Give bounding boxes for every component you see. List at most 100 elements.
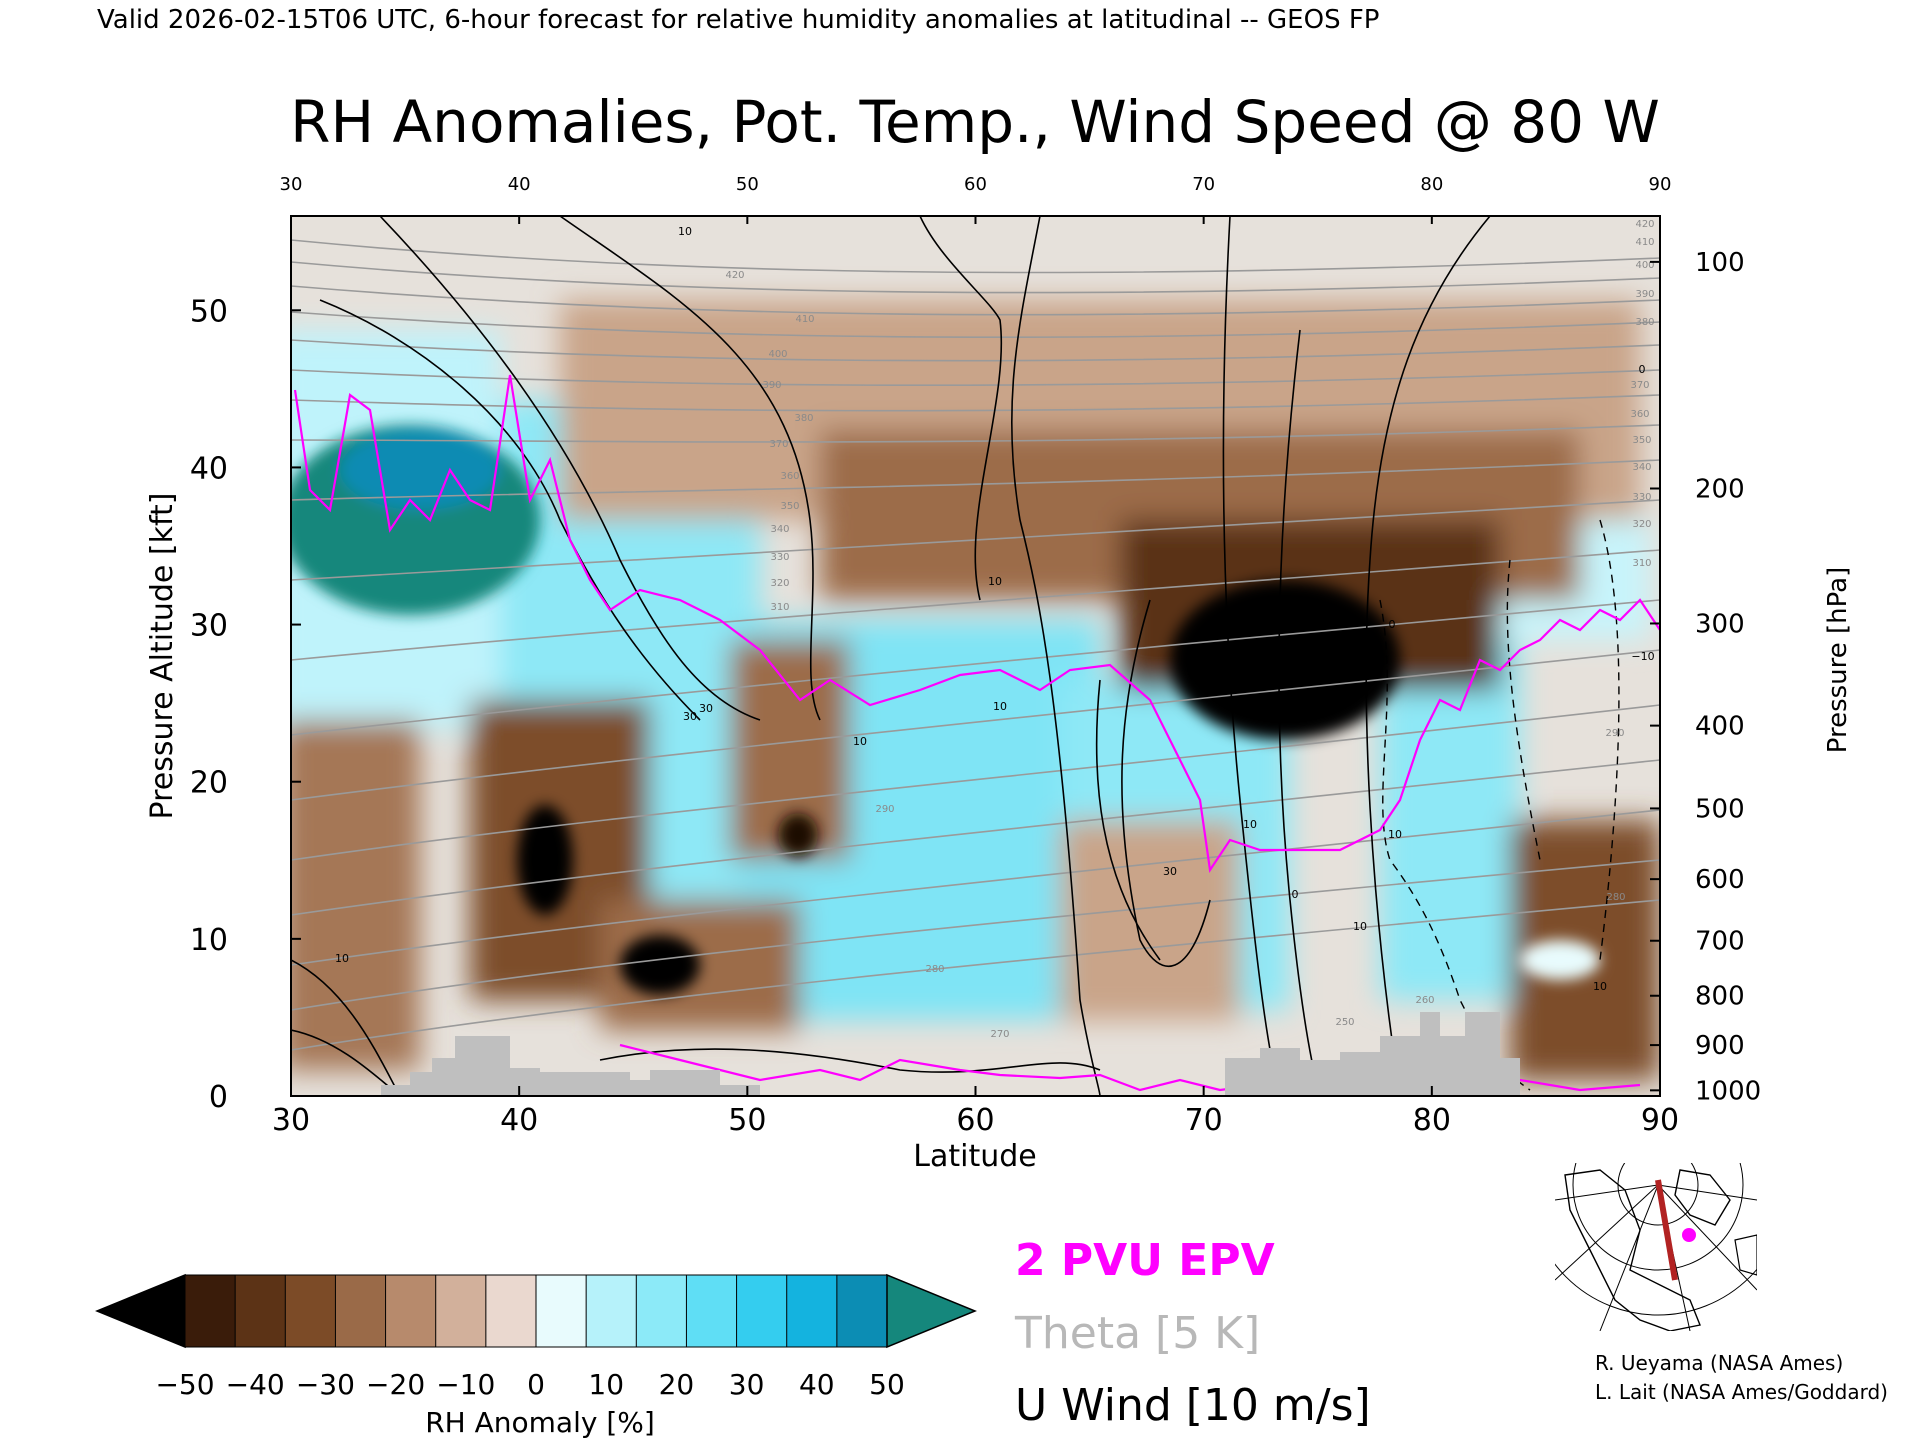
theta-contour-label: 390 bbox=[1635, 289, 1654, 300]
u-wind-contour-label: 0 bbox=[1639, 363, 1646, 376]
colorbar-swatch bbox=[635, 1274, 688, 1348]
y-tick-label: 10 bbox=[190, 923, 228, 958]
credit-line-1: R. Ueyama (NASA Ames) bbox=[1595, 1351, 1843, 1375]
colorbar-swatch bbox=[385, 1274, 437, 1348]
theta-contour-label: 280 bbox=[925, 964, 944, 975]
theta-contour-label: 350 bbox=[780, 501, 799, 512]
x-tick-label: 50 bbox=[728, 1103, 766, 1138]
colorbar-swatch bbox=[284, 1274, 337, 1348]
theta-contour-label: 410 bbox=[795, 314, 814, 325]
theta-contour-label: 370 bbox=[769, 439, 788, 450]
section-line bbox=[1655, 1179, 1678, 1281]
u-wind-contour-label: 10 bbox=[335, 952, 349, 965]
y-tick-label: 40 bbox=[190, 451, 228, 486]
colorbar-tick-label: 20 bbox=[659, 1368, 695, 1401]
u-wind-contour-label: 10 bbox=[1593, 980, 1607, 993]
y-tick-label: 20 bbox=[190, 766, 228, 801]
colorbar-tick-label: 30 bbox=[729, 1368, 765, 1401]
y-axis-right: 1000 900 800 700 600 500 400 300 200 100 bbox=[1650, 248, 1761, 1106]
x-top-tick-label: 80 bbox=[1420, 174, 1443, 195]
theta-contour-label: 330 bbox=[770, 552, 789, 563]
pressure-tick-label: 100 bbox=[1695, 248, 1745, 278]
x-tick-label: 80 bbox=[1413, 1103, 1451, 1138]
colorbar-tick-label: 40 bbox=[799, 1368, 835, 1401]
u-wind-contour-label: 10 bbox=[678, 225, 692, 238]
u-wind-contour-label: 10 bbox=[1353, 920, 1367, 933]
u-wind-contour-label: −10 bbox=[1631, 650, 1654, 663]
pressure-tick-label: 200 bbox=[1695, 474, 1745, 504]
colorbar-swatch bbox=[234, 1274, 287, 1348]
y-tick-label: 50 bbox=[190, 294, 228, 329]
colorbar: −50 −40 −30 −20 −10 0 10 20 30 40 50 bbox=[95, 1273, 977, 1401]
theta-contour-label: 270 bbox=[990, 1029, 1009, 1040]
epv-2pvu-line bbox=[293, 374, 1660, 874]
u-wind-contour-label: 10 bbox=[853, 735, 867, 748]
pressure-tick-label: 600 bbox=[1695, 865, 1745, 895]
location-marker bbox=[1682, 1228, 1696, 1242]
colorbar-swatch bbox=[836, 1274, 888, 1348]
theta-contour-label: 250 bbox=[1335, 1017, 1354, 1028]
chart-title: RH Anomalies, Pot. Temp., Wind Speed @ 8… bbox=[290, 88, 1660, 156]
y-axis-label-right: Pressure [hPa] bbox=[1823, 567, 1853, 754]
x-axis-label: Latitude bbox=[913, 1139, 1036, 1174]
colorbar-tick-label: 50 bbox=[869, 1368, 905, 1401]
plot-area: 10 30 10 10 30 10 0 10 10 0 −10 10 10 30 10 0 420 410 400… bbox=[291, 216, 1660, 1096]
pressure-tick-label: 400 bbox=[1695, 712, 1745, 742]
theta-contour-label: 330 bbox=[1632, 492, 1651, 503]
colorbar-tick-label: −50 bbox=[155, 1368, 214, 1401]
pressure-tick-label: 1000 bbox=[1695, 1076, 1761, 1106]
theta-contour-label: 340 bbox=[1632, 462, 1651, 473]
legend-wind: U Wind [10 m/s] bbox=[1015, 1380, 1371, 1431]
theta-contour-label: 260 bbox=[1415, 995, 1434, 1006]
x-tick-label: 40 bbox=[500, 1103, 538, 1138]
theta-contour-label: 390 bbox=[762, 380, 781, 391]
colorbar-swatch bbox=[786, 1274, 838, 1348]
y-tick-label: 30 bbox=[190, 609, 228, 644]
colorbar-tick-label: −20 bbox=[366, 1368, 425, 1401]
x-top-tick-label: 40 bbox=[508, 174, 531, 195]
theta-contour-label: 310 bbox=[1632, 558, 1651, 569]
theta-contour-label: 310 bbox=[770, 602, 789, 613]
colorbar-high-arrow bbox=[886, 1273, 977, 1349]
contour-labels: 10 30 10 10 30 10 0 10 10 0 −10 10 10 30 10 0 bbox=[335, 225, 1655, 993]
u-wind-contour-label: 30 bbox=[683, 710, 697, 723]
colorbar-swatch bbox=[535, 1274, 588, 1348]
pressure-tick-label: 700 bbox=[1695, 927, 1745, 957]
credit-line-2: L. Lait (NASA Ames/Goddard) bbox=[1595, 1380, 1888, 1404]
theta-contour-label: 290 bbox=[1605, 728, 1624, 739]
colorbar-tick-label: −30 bbox=[296, 1368, 355, 1401]
x-tick-label: 60 bbox=[956, 1103, 994, 1138]
colorbar-tick-label: 10 bbox=[588, 1368, 624, 1401]
theta-contour-label: 370 bbox=[1630, 380, 1649, 391]
colorbar-tick-label: 0 bbox=[527, 1368, 545, 1401]
theta-contours bbox=[291, 239, 1660, 1051]
theta-contour-label: 380 bbox=[1635, 317, 1654, 328]
x-top-tick-label: 90 bbox=[1649, 174, 1672, 195]
x-axis-top: 30 40 50 60 70 80 90 bbox=[280, 174, 1672, 224]
rh-anomaly-field bbox=[291, 300, 1660, 1080]
x-tick-label: 30 bbox=[272, 1103, 310, 1138]
x-axis: 30 40 50 60 70 80 90 bbox=[272, 1086, 1679, 1138]
theta-contour-label: 380 bbox=[794, 413, 813, 424]
theta-contour-label: 400 bbox=[768, 349, 787, 360]
colorbar-swatch bbox=[435, 1274, 487, 1348]
colorbar-swatch bbox=[184, 1274, 237, 1348]
x-top-tick-label: 60 bbox=[964, 174, 987, 195]
theta-contour-label: 320 bbox=[770, 578, 789, 589]
y-axis-label-left: Pressure Altitude [kft] bbox=[145, 493, 180, 820]
pressure-tick-label: 300 bbox=[1695, 609, 1745, 639]
valid-line: Valid 2026-02-15T06 UTC, 6-hour forecast… bbox=[97, 5, 1379, 35]
u-wind-contour-label: 10 bbox=[1388, 828, 1402, 841]
theta-contour-label: 420 bbox=[725, 270, 744, 281]
theta-contour-label: 360 bbox=[1630, 409, 1649, 420]
u-wind-contour-label: 0 bbox=[1292, 888, 1299, 901]
theta-contour-label: 420 bbox=[1635, 219, 1654, 230]
y-tick-label: 0 bbox=[209, 1080, 228, 1115]
pressure-tick-label: 800 bbox=[1695, 982, 1745, 1012]
x-top-tick-label: 70 bbox=[1192, 174, 1215, 195]
topography bbox=[381, 1012, 1520, 1096]
theta-contour-label: 350 bbox=[1632, 435, 1651, 446]
colorbar-tick-label: −40 bbox=[226, 1368, 285, 1401]
theta-labels: 420 410 400 390 380 370 360 350 340 330 320 310 290 2… bbox=[725, 219, 1654, 1040]
